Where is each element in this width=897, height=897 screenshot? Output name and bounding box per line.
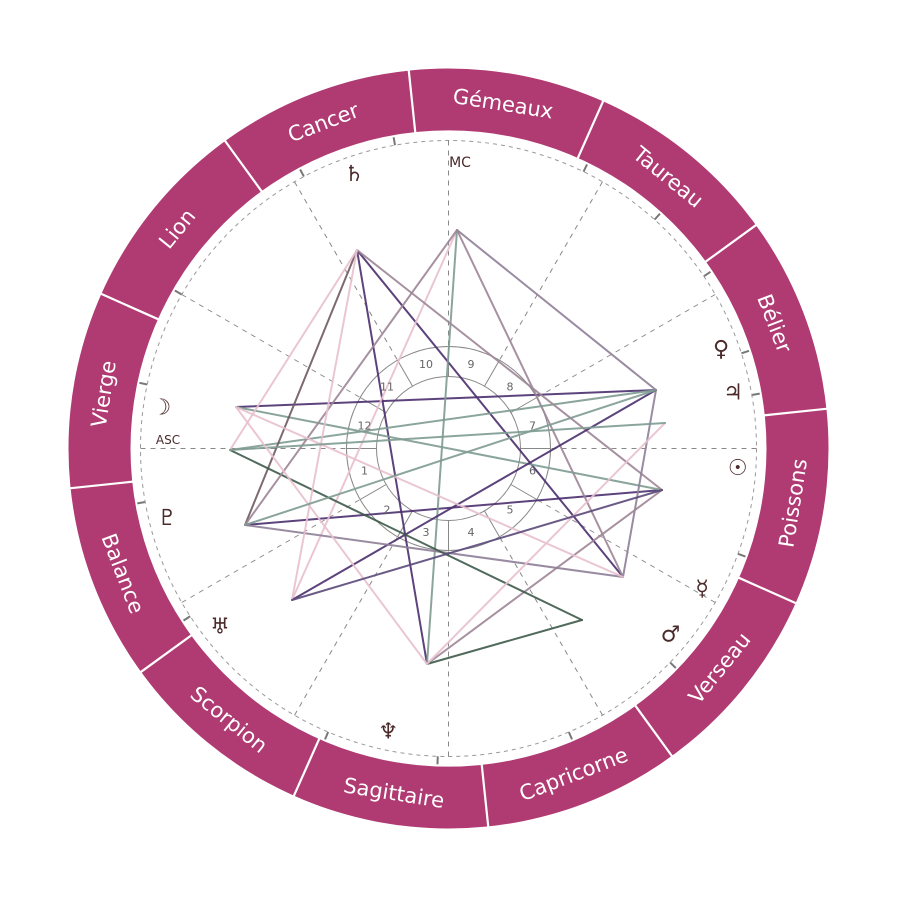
sign-divider [704, 223, 758, 264]
degree-tick [137, 500, 146, 505]
aspect-line [244, 249, 358, 526]
aspect-lines [229, 229, 666, 665]
sign-divider [480, 763, 490, 828]
degree-tick [174, 289, 183, 296]
house-number-7: 7 [529, 419, 536, 432]
house-cusp-line [181, 448, 449, 603]
sign-divider [223, 139, 264, 193]
degree-tick [741, 349, 750, 355]
house-number-divider [510, 484, 538, 500]
sign-divider [99, 292, 160, 321]
degree-tick [182, 615, 191, 622]
degree-tick [392, 137, 397, 146]
aspect-line [356, 249, 428, 665]
house-number-9: 9 [468, 358, 475, 371]
house-number-10: 10 [419, 358, 433, 371]
house-number-5: 5 [507, 504, 514, 517]
house-number-divider [484, 359, 500, 387]
mc-label: MC [449, 155, 471, 171]
degree-tick [703, 270, 712, 278]
sign-divider [69, 480, 134, 490]
house-number-divider [359, 397, 387, 413]
aspect-line [426, 489, 663, 665]
aspect-line [291, 489, 663, 601]
house-number-2: 2 [383, 504, 390, 517]
degree-tick [737, 552, 746, 558]
degree-tick [567, 731, 573, 740]
jupiter-glyph: ♃ [723, 381, 743, 406]
aspect-line [426, 619, 583, 665]
venus-glyph: ♀ [713, 337, 729, 362]
aspect-line [456, 229, 657, 391]
house-cusp-line [294, 448, 449, 716]
planet-glyphs: ♄ ♀ ♃ ☉ ☿ ♂ ♆ ♅ ♇ ☽ [151, 162, 747, 745]
degree-tick [751, 392, 760, 397]
degree-tick [299, 169, 305, 178]
house-number-8: 8 [507, 380, 514, 393]
aspect-line [244, 389, 657, 526]
aspect-line [244, 229, 458, 526]
sign-divider [292, 737, 321, 798]
saturn-glyph: ♄ [344, 162, 364, 187]
sign-divider [576, 99, 605, 160]
house-number-divider [484, 510, 500, 538]
aspect-line [244, 524, 624, 578]
house-number-6: 6 [529, 465, 536, 478]
house-cusp-line [448, 448, 603, 716]
aspect-line [235, 406, 624, 578]
asc-label: ASC [156, 433, 180, 447]
mercury-glyph: ☿ [695, 577, 709, 602]
aspect-line [456, 229, 624, 578]
moon-glyph: ☽ [151, 396, 171, 421]
pluto-glyph: ♇ [157, 506, 177, 531]
degree-tick [669, 661, 677, 669]
house-number-4: 4 [468, 526, 475, 539]
uranus-glyph: ♅ [210, 615, 230, 640]
house-number-3: 3 [422, 526, 429, 539]
sign-divider [407, 69, 417, 134]
house-number-divider [397, 359, 413, 387]
sign-divider [737, 576, 798, 605]
degree-tick [139, 381, 148, 386]
aspect-line [291, 249, 358, 601]
sign-divider [633, 704, 674, 758]
aspect-line [235, 406, 428, 665]
aspect-line [229, 389, 657, 451]
degree-tick [324, 731, 330, 740]
aspect-line [229, 249, 358, 451]
aspect-line [622, 389, 657, 578]
neptune-glyph: ♆ [378, 720, 398, 745]
degree-tick [653, 212, 661, 221]
aspect-line [426, 422, 666, 665]
house-cusp-line [448, 294, 716, 449]
house-cusp-line [181, 294, 449, 449]
house-cusp-line [294, 181, 449, 449]
house-number-1: 1 [361, 465, 368, 478]
mars-glyph: ♂ [661, 622, 681, 647]
aspect-line [291, 229, 458, 601]
degree-tick [582, 164, 588, 173]
aspect-line [356, 249, 663, 491]
aspect-line [229, 422, 666, 451]
sign-divider [763, 407, 828, 417]
aspect-line [235, 406, 663, 491]
house-cusp-line [448, 181, 603, 449]
sign-divider [139, 633, 193, 674]
house-number-11: 11 [380, 380, 394, 393]
house-number-12: 12 [357, 419, 371, 432]
house-number-divider [359, 484, 387, 500]
angle-labels: MC ASC [156, 155, 471, 447]
sun-glyph: ☉ [728, 456, 748, 481]
